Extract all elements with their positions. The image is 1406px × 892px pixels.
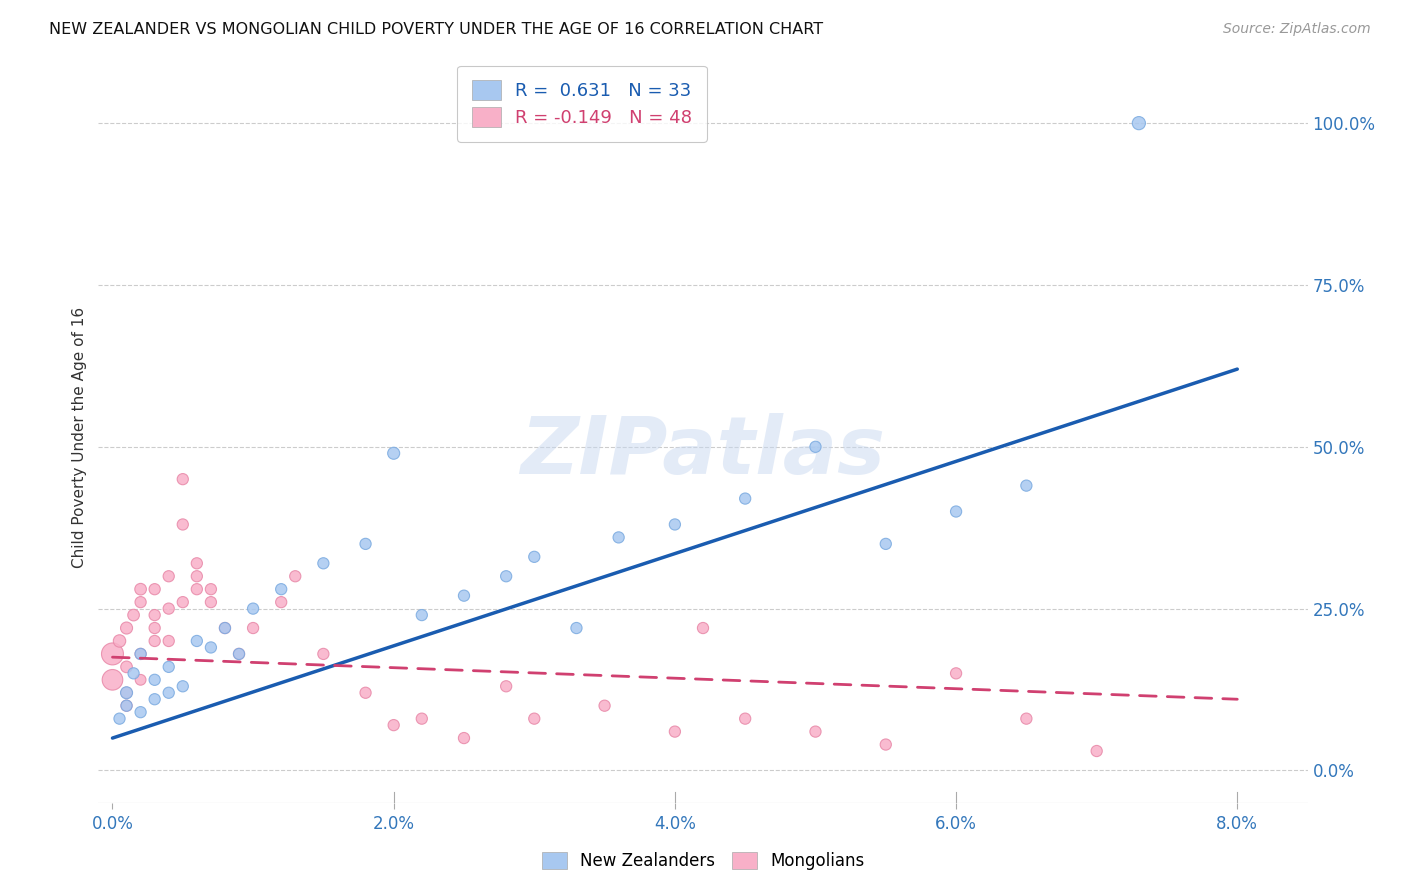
Point [143, 621, 166, 635]
Point [129, 647, 152, 661]
Point [242, 601, 264, 615]
Point [804, 724, 827, 739]
Point [523, 549, 546, 564]
Point [157, 601, 180, 615]
Text: NEW ZEALANDER VS MONGOLIAN CHILD POVERTY UNDER THE AGE OF 16 CORRELATION CHART: NEW ZEALANDER VS MONGOLIAN CHILD POVERTY… [49, 22, 824, 37]
Point [607, 530, 630, 544]
Point [354, 686, 377, 700]
Point [664, 724, 686, 739]
Point [875, 537, 897, 551]
Point [411, 712, 433, 726]
Point [495, 569, 517, 583]
Point [1128, 116, 1150, 130]
Point [734, 712, 756, 726]
Point [186, 582, 208, 597]
Point [101, 673, 124, 687]
Point [692, 621, 714, 635]
Point [122, 608, 145, 623]
Point [354, 537, 377, 551]
Point [284, 569, 307, 583]
Legend: New Zealanders, Mongolians: New Zealanders, Mongolians [533, 843, 873, 879]
Point [143, 673, 166, 687]
Point [115, 698, 138, 713]
Point [312, 557, 335, 571]
Point [115, 686, 138, 700]
Point [200, 595, 222, 609]
Point [143, 692, 166, 706]
Point [453, 731, 475, 745]
Point [875, 738, 897, 752]
Point [115, 686, 138, 700]
Point [157, 686, 180, 700]
Point [143, 608, 166, 623]
Point [157, 634, 180, 648]
Point [101, 647, 124, 661]
Point [228, 647, 250, 661]
Point [382, 446, 405, 460]
Point [186, 634, 208, 648]
Point [115, 698, 138, 713]
Point [186, 557, 208, 571]
Point [129, 673, 152, 687]
Point [143, 582, 166, 597]
Point [172, 595, 194, 609]
Y-axis label: Child Poverty Under the Age of 16: Child Poverty Under the Age of 16 [72, 307, 87, 567]
Point [214, 621, 236, 635]
Point [200, 582, 222, 597]
Point [1015, 478, 1038, 492]
Point [115, 621, 138, 635]
Point [129, 705, 152, 719]
Point [172, 679, 194, 693]
Point [157, 569, 180, 583]
Point [214, 621, 236, 635]
Point [495, 679, 517, 693]
Point [945, 504, 967, 518]
Point [804, 440, 827, 454]
Point [945, 666, 967, 681]
Text: ZIPatlas: ZIPatlas [520, 413, 886, 491]
Point [157, 660, 180, 674]
Point [664, 517, 686, 532]
Point [1085, 744, 1108, 758]
Point [129, 647, 152, 661]
Point [228, 647, 250, 661]
Point [453, 589, 475, 603]
Point [108, 634, 131, 648]
Point [122, 666, 145, 681]
Point [108, 712, 131, 726]
Point [565, 621, 588, 635]
Point [593, 698, 616, 713]
Point [172, 472, 194, 486]
Point [1015, 712, 1038, 726]
Text: Source: ZipAtlas.com: Source: ZipAtlas.com [1223, 22, 1371, 37]
Point [734, 491, 756, 506]
Point [411, 608, 433, 623]
Point [200, 640, 222, 655]
Point [270, 595, 292, 609]
Point [115, 660, 138, 674]
Point [172, 517, 194, 532]
Point [143, 634, 166, 648]
Point [312, 647, 335, 661]
Point [270, 582, 292, 597]
Point [242, 621, 264, 635]
Point [186, 569, 208, 583]
Point [382, 718, 405, 732]
Legend: R =  0.631   N = 33, R = -0.149   N = 48: R = 0.631 N = 33, R = -0.149 N = 48 [457, 66, 707, 142]
Point [523, 712, 546, 726]
Point [129, 595, 152, 609]
Point [129, 582, 152, 597]
